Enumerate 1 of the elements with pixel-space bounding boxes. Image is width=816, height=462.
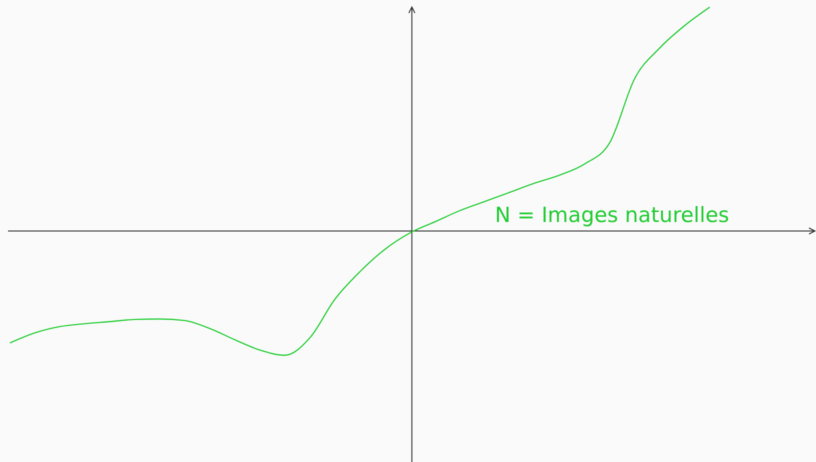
series-label: N = Images naturelles bbox=[494, 203, 730, 227]
